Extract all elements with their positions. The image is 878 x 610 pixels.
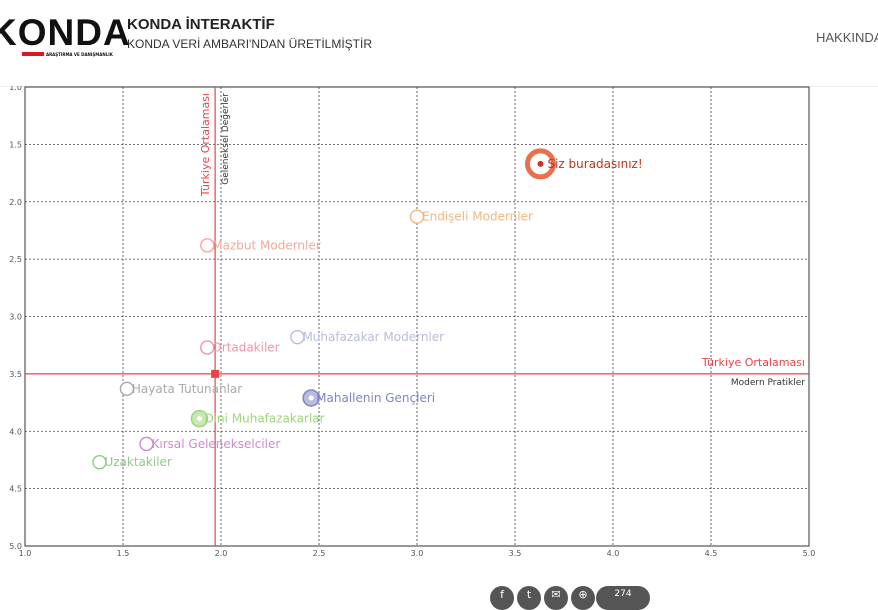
vertical-line-sublabel: Geleneksel Değerler	[221, 93, 231, 185]
facebook-icon[interactable]: f	[490, 586, 514, 610]
point-center	[196, 416, 202, 422]
link-icon[interactable]: ⊕	[571, 586, 595, 610]
point-label: Mahallenin Gençleri	[316, 391, 435, 405]
data-point: Mazbut Modernler	[200, 238, 321, 253]
data-point: Kırsal Gelenekselciler	[139, 436, 281, 452]
vertical-line-label: Türkiye Ortalaması	[199, 93, 212, 197]
point-marker	[200, 238, 215, 253]
point-label: Siz buradasınız!	[547, 157, 642, 171]
data-point: Siz buradasınız!	[524, 148, 643, 180]
point-marker	[200, 340, 215, 355]
twitter-icon[interactable]: t	[517, 586, 541, 610]
y-tick-label: 3.5	[9, 370, 22, 379]
highlight-point-center	[537, 160, 544, 167]
horizontal-line-sublabel: Modern Pratikler	[731, 378, 805, 388]
scatter-chart: 1.0 1.5 2.0 2.5 3.0 3.5 4.0 4.5 5.01.01.52.02.53…	[9, 86, 816, 558]
logo-bar	[22, 52, 44, 56]
data-point: Muhafazakar Modernler	[290, 329, 444, 345]
data-point: Mahallenin Gençleri	[302, 389, 435, 407]
email-icon[interactable]: ✉	[544, 586, 568, 610]
logo-subtext: ARAŞTIRMA VE DANIŞMANLIK	[46, 52, 113, 57]
x-tick-label: 2.5	[313, 549, 326, 558]
point-label: Dini Muhafazakarlar	[204, 412, 324, 426]
logo-text: KONDA	[0, 12, 131, 53]
page-subtitle: KONDA VERİ AMBARI'NDAN ÜRETİLMİŞTİR	[127, 37, 372, 51]
point-label: Ortadakiler	[212, 340, 279, 354]
point-marker	[139, 436, 154, 452]
data-point: Hayata Tutunanlar	[119, 381, 242, 396]
page-title: KONDA İNTERAKTİF	[127, 16, 275, 33]
data-point: Endişeli Modernler	[409, 209, 533, 224]
header: KONDA ARAŞTIRMA VE DANIŞMANLIK KONDA İNT…	[0, 0, 878, 87]
x-tick-label: 1.0	[19, 549, 32, 558]
x-tick-label: 2.0	[215, 549, 228, 558]
y-tick-label: 4.0	[9, 427, 22, 436]
x-tick-label: 4.0	[607, 549, 620, 558]
point-label: Endişeli Modernler	[422, 210, 533, 224]
y-tick-label: 1.5	[9, 140, 22, 149]
y-tick-label: 1.0	[9, 86, 22, 92]
share-count-value: 274	[614, 589, 632, 599]
point-label: Mazbut Modernler	[212, 238, 320, 252]
horizontal-line-label: Türkiye Ortalaması	[701, 356, 805, 369]
data-point: Dini Muhafazakarlar	[190, 409, 325, 428]
x-tick-label: 4.5	[705, 549, 718, 558]
data-point: Ortadakiler	[200, 340, 280, 355]
point-label: Kırsal Gelenekselciler	[152, 437, 281, 451]
point-center	[308, 395, 314, 401]
data-point: Uzaktakiler	[92, 455, 172, 470]
y-tick-label: 2.5	[9, 255, 22, 264]
point-label: Hayata Tutunanlar	[132, 382, 242, 396]
share-count: 274	[596, 586, 650, 610]
x-tick-label: 5.0	[803, 549, 816, 558]
point-label: Uzaktakiler	[104, 455, 171, 469]
y-tick-label: 3.0	[9, 313, 22, 322]
nav-about-link[interactable]: HAKKINDA	[816, 30, 878, 45]
x-tick-label: 3.0	[411, 549, 424, 558]
x-tick-label: 1.5	[117, 549, 130, 558]
point-label: Muhafazakar Modernler	[302, 330, 444, 344]
x-tick-label: 3.5	[509, 549, 522, 558]
y-tick-label: 4.5	[9, 485, 22, 494]
average-marker	[211, 369, 220, 378]
konda-logo[interactable]: KONDA ARAŞTIRMA VE DANIŞMANLIK	[0, 12, 130, 60]
point-marker	[119, 381, 135, 396]
point-marker	[409, 209, 425, 224]
y-tick-label: 5.0	[9, 542, 22, 551]
y-tick-label: 2.0	[9, 198, 22, 207]
point-marker	[290, 329, 305, 345]
point-marker	[92, 455, 107, 470]
